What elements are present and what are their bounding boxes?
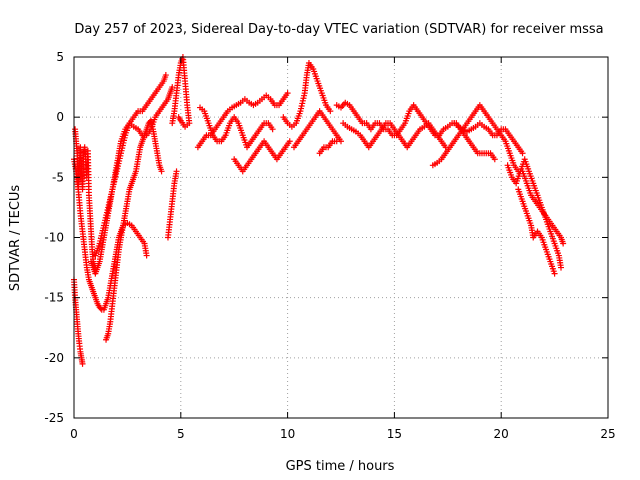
series-arc12: [280, 60, 334, 130]
data-point: [173, 168, 180, 175]
data-point: [175, 114, 182, 121]
data-point: [148, 120, 155, 127]
x-tick-label: 20: [494, 427, 509, 441]
y-axis-label: SDTVAR / TECUs: [8, 185, 23, 292]
series-arc18: [451, 120, 526, 157]
data-point: [269, 126, 276, 133]
series-arc21: [519, 168, 567, 247]
data-point: [169, 84, 176, 91]
series-arc8: [169, 54, 193, 130]
series-arc16: [340, 120, 449, 151]
data-point: [327, 108, 334, 115]
x-axis-label: GPS time / hours: [286, 459, 395, 474]
series-arc11: [231, 138, 293, 175]
data-point: [560, 240, 567, 247]
data-point: [143, 252, 150, 259]
series-arc2: [72, 126, 99, 271]
chart-title: Day 257 of 2023, Sidereal Day-to-day VTE…: [74, 22, 603, 37]
y-tick-label: -15: [44, 291, 64, 305]
series-arc9: [194, 90, 291, 151]
data-point: [79, 360, 86, 367]
series-arc3: [71, 276, 86, 367]
data-point: [333, 138, 340, 145]
x-tick-label: 5: [177, 427, 185, 441]
series-arc5: [92, 72, 169, 259]
data-point: [491, 156, 498, 163]
series-arc13: [291, 108, 344, 151]
axis-ticks: 0 5 10 15 20 25 -25 -20 -15 -10 -5 0 5: [44, 50, 615, 441]
x-tick-label: 25: [600, 427, 615, 441]
x-tick-label: 0: [70, 427, 78, 441]
series-arc19: [504, 156, 565, 271]
data-point: [97, 305, 104, 312]
y-tick-label: -20: [44, 351, 64, 365]
series-arc4: [88, 84, 176, 277]
series-arc10: [197, 104, 276, 151]
data-point: [147, 117, 154, 124]
data-point: [558, 264, 565, 271]
x-tick-label: 10: [280, 427, 295, 441]
data-point: [162, 72, 169, 79]
y-tick-label: -25: [44, 411, 64, 425]
grid: [74, 57, 608, 418]
y-tick-label: 0: [56, 110, 64, 124]
y-tick-label: -10: [44, 231, 64, 245]
series-arc6: [103, 117, 165, 343]
data-points: [71, 54, 567, 367]
data-point: [551, 270, 558, 277]
data-point: [284, 90, 291, 97]
y-tick-label: 5: [56, 50, 64, 64]
series-arc7: [164, 168, 180, 241]
series-arc20: [515, 186, 558, 277]
data-point: [158, 168, 165, 175]
series-arc17: [429, 102, 522, 175]
data-point: [286, 138, 293, 145]
data-point: [149, 123, 156, 130]
x-tick-label: 15: [387, 427, 402, 441]
y-tick-label: -5: [52, 170, 64, 184]
series-arc14: [316, 138, 340, 157]
data-point: [519, 150, 526, 157]
